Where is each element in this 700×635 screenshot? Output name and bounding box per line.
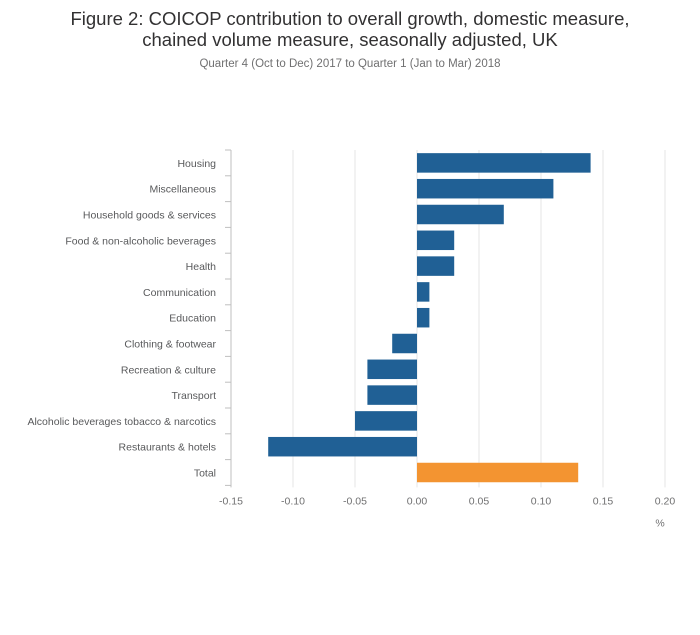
category-label: Alcoholic beverages tobacco & narcotics — [27, 416, 216, 428]
bar — [417, 178, 554, 199]
bar — [417, 204, 504, 225]
bar — [417, 153, 591, 173]
category-label: Miscellaneous — [149, 184, 216, 196]
bar — [417, 230, 455, 251]
x-tick-label: -0.15 — [219, 495, 243, 507]
category-label: Total — [194, 468, 216, 480]
bar — [417, 282, 430, 302]
bar — [367, 385, 417, 405]
gridlines — [292, 150, 666, 488]
category-label: Education — [169, 313, 216, 325]
bar — [417, 256, 455, 276]
category-label: Household goods & services — [83, 210, 216, 222]
bar — [355, 411, 417, 431]
category-label: Food & non-alcoholic beverages — [65, 235, 216, 247]
chart-subtitle: Quarter 4 (Oct to Dec) 2017 to Quarter 1… — [199, 58, 501, 70]
category-label: Housing — [177, 158, 216, 170]
category-label: Health — [186, 261, 217, 273]
x-tick-label: 0.05 — [469, 495, 490, 507]
category-label: Communication — [143, 287, 216, 299]
bar — [367, 359, 417, 380]
x-tick-label: -0.10 — [281, 495, 305, 507]
category-labels: Housing Miscellaneous Household goods & se… — [27, 149, 231, 486]
x-tick-label: 0.10 — [531, 495, 552, 507]
x-tick-label: -0.05 — [343, 495, 367, 507]
bar-total — [417, 462, 579, 483]
category-label: Clothing & footwear — [124, 339, 216, 351]
x-axis-unit-label: % — [655, 517, 664, 529]
chart-title-line-1: Figure 2: COICOP contribution to overall… — [70, 8, 630, 29]
chart-title: Figure 2: COICOP contribution to overall… — [0, 8, 700, 50]
bars — [268, 153, 591, 483]
bar — [268, 436, 417, 457]
category-label: Recreation & culture — [121, 364, 216, 376]
x-tick-label: 0.00 — [407, 495, 428, 507]
bar — [392, 333, 417, 354]
bar — [417, 307, 430, 328]
chart-title-line-2: chained volume measure, seasonally adjus… — [142, 29, 558, 50]
x-tick-labels: -0.15 -0.10 -0.05 0.00 0.05 0.10 0.15 0.20 — [219, 495, 675, 507]
x-tick-label: 0.20 — [655, 495, 676, 507]
x-tick-label: 0.15 — [593, 495, 614, 507]
category-label: Transport — [171, 390, 216, 402]
category-label: Restaurants & hotels — [119, 442, 216, 454]
